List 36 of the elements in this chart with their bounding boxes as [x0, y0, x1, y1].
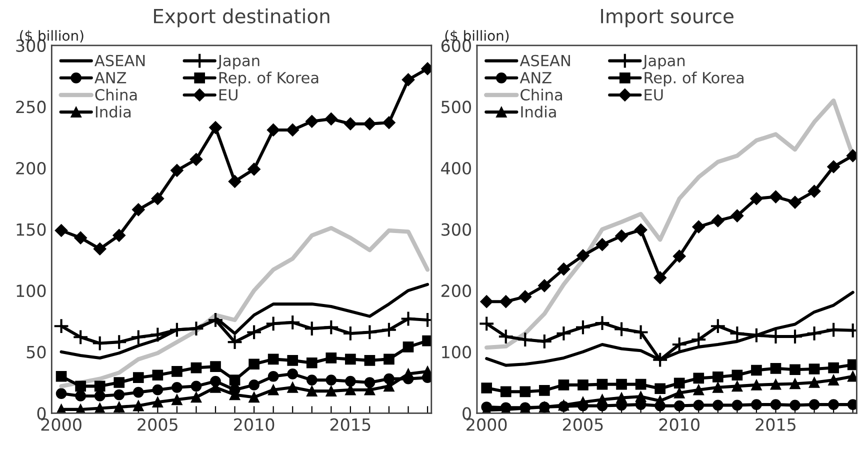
y-tick-label: 100 [442, 346, 471, 358]
x-tick-label: 2010 [234, 418, 274, 431]
x-tick-label: 2015 [330, 418, 370, 431]
y-tick-label: 50 [26, 346, 46, 358]
y-tick-label: 300 [442, 223, 471, 236]
y-tick-label: 200 [16, 162, 46, 175]
legend-label: Japan [642, 55, 685, 70]
legend-label: India [521, 106, 556, 118]
y-tick-label: 0 [37, 407, 46, 420]
x-tick-label: 2005 [138, 418, 178, 431]
y-tick-label: 250 [16, 100, 46, 114]
legend-label: Rep. of Korea [644, 72, 744, 86]
legend-label: China [95, 88, 137, 101]
legend-label: ANZ [94, 72, 126, 84]
y-tick-label: 400 [441, 162, 471, 175]
y-tick-label: 200 [442, 284, 471, 298]
y-tick-label: 500 [442, 100, 471, 114]
legend-label: Japan [217, 55, 260, 70]
legend-label: Rep. of Korea [219, 72, 318, 86]
legend-label: ASEAN [94, 54, 145, 66]
legend-label: EU [644, 89, 663, 101]
x-tick-label: 2005 [562, 418, 603, 431]
y-tick-label: 0 [462, 407, 471, 420]
x-tick-label: 2010 [659, 418, 700, 431]
x-tick-label: 2000 [41, 418, 82, 431]
legend-label: ANZ [520, 72, 552, 84]
x-tick-label: 2015 [756, 418, 796, 431]
legend-label: China [520, 88, 562, 101]
legend-label: ASEAN [520, 54, 570, 66]
x-tick-label: 2000 [466, 418, 507, 431]
legend-label: India [96, 106, 131, 118]
legend-label: EU [219, 89, 238, 101]
chart-title: Export destination [154, 8, 330, 28]
chart-title: Import source [601, 9, 734, 28]
y-tick-label: 150 [16, 223, 46, 236]
y-tick-label: 100 [16, 284, 46, 298]
